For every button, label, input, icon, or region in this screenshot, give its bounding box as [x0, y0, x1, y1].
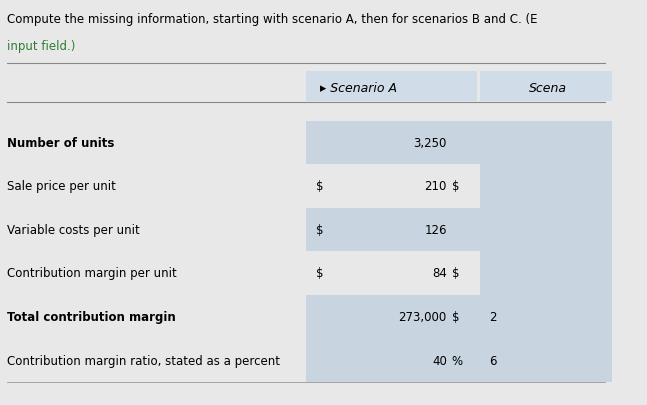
- Text: Number of units: Number of units: [8, 136, 115, 149]
- FancyBboxPatch shape: [480, 72, 611, 102]
- FancyBboxPatch shape: [307, 208, 480, 252]
- Text: ▸ Scenario A: ▸ Scenario A: [320, 81, 397, 94]
- Text: Sale price per unit: Sale price per unit: [8, 180, 116, 193]
- Text: Compute the missing information, starting with scenario A, then for scenarios B : Compute the missing information, startin…: [8, 13, 538, 26]
- Text: Total contribution margin: Total contribution margin: [8, 310, 176, 323]
- Text: 126: 126: [424, 224, 447, 237]
- Text: Variable costs per unit: Variable costs per unit: [8, 224, 140, 237]
- Text: input field.): input field.): [8, 40, 76, 53]
- Text: 40: 40: [432, 354, 447, 367]
- Text: 6: 6: [490, 354, 497, 367]
- FancyBboxPatch shape: [480, 295, 611, 339]
- FancyBboxPatch shape: [480, 252, 611, 295]
- FancyBboxPatch shape: [480, 339, 611, 382]
- FancyBboxPatch shape: [307, 339, 480, 382]
- FancyBboxPatch shape: [307, 121, 480, 165]
- Text: Contribution margin ratio, stated as a percent: Contribution margin ratio, stated as a p…: [8, 354, 281, 367]
- Text: $: $: [452, 180, 459, 193]
- FancyBboxPatch shape: [480, 121, 611, 165]
- Text: $: $: [316, 267, 323, 280]
- FancyBboxPatch shape: [307, 295, 480, 339]
- Text: $: $: [316, 180, 323, 193]
- Text: Scena: Scena: [529, 81, 567, 94]
- Text: 3,250: 3,250: [413, 136, 447, 149]
- Text: 84: 84: [432, 267, 447, 280]
- Text: Contribution margin per unit: Contribution margin per unit: [8, 267, 177, 280]
- FancyBboxPatch shape: [480, 165, 611, 208]
- Text: 210: 210: [424, 180, 447, 193]
- FancyBboxPatch shape: [480, 208, 611, 252]
- Text: $: $: [452, 267, 459, 280]
- Text: 273,000: 273,000: [399, 310, 447, 323]
- Text: 2: 2: [490, 310, 497, 323]
- FancyBboxPatch shape: [307, 72, 477, 102]
- Text: $: $: [316, 224, 323, 237]
- Text: $: $: [452, 310, 459, 323]
- Text: %: %: [452, 354, 463, 367]
